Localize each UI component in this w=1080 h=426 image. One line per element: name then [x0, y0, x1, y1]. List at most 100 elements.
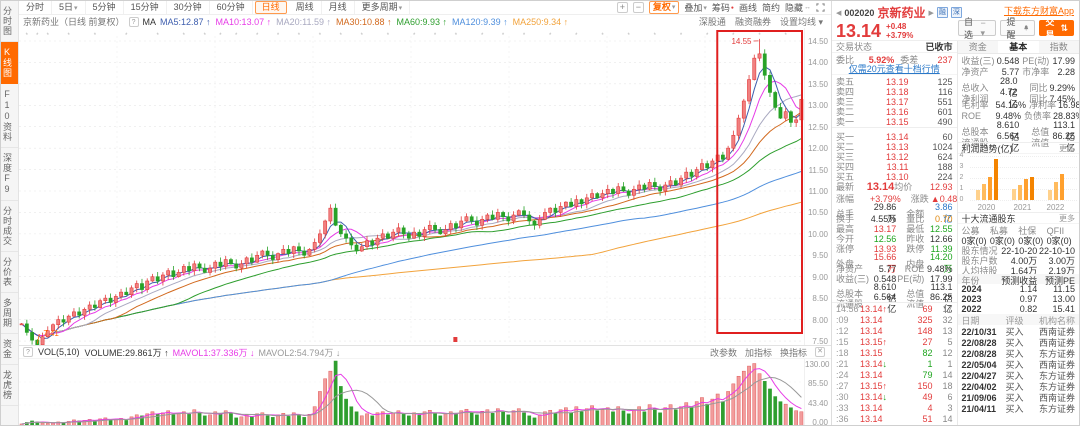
- next-stock-icon[interactable]: ▶: [928, 9, 934, 17]
- data-row: 外盘 15.66万 内盘 14.20万: [836, 252, 953, 274]
- period-tab[interactable]: 15分钟: [124, 1, 167, 14]
- trade-button[interactable]: 交易 ⇅: [1039, 17, 1074, 40]
- profit-bar: [975, 190, 980, 200]
- trade-status-label: 交易状态: [836, 42, 873, 52]
- shenzhen-badge: 深: [950, 7, 962, 18]
- kline-chart[interactable]: * * * * * * * * * * * * * * * * * * * * * * * * * * * * * * * * * * 14.55 7…: [19, 28, 804, 345]
- ma-value: MA120:9.39 ↑: [452, 16, 508, 27]
- tab-指数[interactable]: 指数: [1049, 42, 1068, 52]
- sidebar-item-shendu-f9[interactable]: 深度F9: [1, 148, 18, 201]
- fullscreen-icon[interactable]: [816, 3, 825, 12]
- close-icon[interactable]: ✕: [815, 347, 825, 357]
- hide-panel-button[interactable]: 隐藏 ↔: [784, 3, 811, 13]
- forecast-row: 2023 0.97 13.00: [961, 294, 1076, 304]
- book-row: 买五 13.10 224: [836, 171, 953, 183]
- price-axis-label: 13.00: [807, 101, 828, 111]
- tick-row: :24 13.14 79 14: [836, 369, 953, 380]
- period-tab[interactable]: 60分钟: [210, 1, 253, 14]
- help-icon[interactable]: ?: [23, 347, 33, 357]
- sidebar-item-duozhouqi[interactable]: 多周期: [1, 293, 18, 334]
- stock-code: 002020: [844, 7, 875, 18]
- holders-more-link[interactable]: 更多: [1059, 213, 1075, 223]
- draw-line-button[interactable]: 画线: [738, 3, 757, 13]
- sidebar-item-kxiantu[interactable]: K线图: [1, 42, 18, 84]
- svg-text:*: *: [183, 33, 186, 39]
- sidebar-item-fenshitu[interactable]: 分时图: [1, 1, 18, 42]
- period-tab[interactable]: 更多周期▾: [355, 1, 411, 15]
- sidebar-item-f10ziliao[interactable]: F10资料: [1, 84, 18, 148]
- price-axis-label: 11.50: [808, 165, 828, 175]
- volume-values: VOLUME:29.861万 ↑ MAVOL1:37.336万 ↓ MAVOL2:5…: [85, 346, 345, 359]
- margin-trading-link[interactable]: 融资融券: [734, 17, 771, 27]
- book-row: 买四 13.11 188: [836, 161, 953, 173]
- tab-基本[interactable]: 基本: [998, 41, 1039, 53]
- adjust-price-dropdown[interactable]: 复权 ▾: [648, 1, 680, 14]
- forecast-row: 2024 1.14 11.15: [961, 284, 1076, 294]
- period-tab[interactable]: 日线: [254, 1, 287, 14]
- sidebar-item-longhubang[interactable]: 龙虎榜: [1, 365, 18, 406]
- chart-tools: + − 复权 ▾ 叠加 ▾ 筹码 ● 画线 简约 隐藏 ↔: [616, 1, 831, 14]
- tab-资金[interactable]: 资金: [968, 42, 987, 52]
- period-tab[interactable]: 周线: [289, 1, 322, 14]
- zoom-out-button[interactable]: −: [632, 2, 644, 13]
- download-app-link[interactable]: 下载东方财富App: [1003, 6, 1074, 16]
- svg-text:*: *: [549, 33, 552, 39]
- simple-mode-button[interactable]: 简约: [761, 3, 780, 13]
- tick-row: :15 13.15↑ 27 5: [836, 336, 953, 347]
- profit-bar: [1023, 179, 1028, 200]
- period-tab[interactable]: 月线: [322, 1, 355, 14]
- period-tab[interactable]: 30分钟: [167, 1, 210, 14]
- level2-promo-link[interactable]: 仅需20元查看十档行情: [832, 64, 957, 75]
- switch-indicator-button[interactable]: 换指标: [779, 347, 807, 358]
- ma-settings-dropdown[interactable]: 设置均线 ▾: [779, 17, 823, 27]
- svg-text:*: *: [277, 33, 280, 39]
- overlay-dropdown[interactable]: 叠加 ▾: [684, 3, 707, 13]
- svg-text:*: *: [36, 33, 39, 39]
- profit-trend-title: 利润趋势(亿): [961, 143, 1013, 154]
- svg-text:*: *: [125, 33, 128, 39]
- holder-row: 人均持股 1.64万 2.19万: [961, 266, 1076, 276]
- price-axis-label: 12.00: [807, 144, 828, 154]
- sidebar-item-zijin[interactable]: 资金: [1, 334, 18, 365]
- svg-text:*: *: [204, 33, 207, 39]
- prev-stock-icon[interactable]: ◀: [836, 9, 842, 17]
- szse-connect-link[interactable]: 深股通: [698, 17, 726, 27]
- holder-row: 股东户数 4.00万 3.00万: [961, 256, 1076, 266]
- change-params-button[interactable]: 改参数: [709, 347, 737, 358]
- profit-trend-more-link[interactable]: 更多: [1059, 143, 1075, 153]
- help-icon[interactable]: ?: [128, 16, 139, 27]
- svg-text:*: *: [47, 33, 50, 39]
- chip-distribution-button[interactable]: 筹码 ●: [711, 3, 734, 13]
- volume-axis-label: 130.00: [805, 360, 830, 369]
- sidebar-item-fenjiabiao[interactable]: 分价表: [1, 252, 18, 293]
- sidebar-item-fenshichengjiao[interactable]: 分时成交: [1, 201, 18, 252]
- svg-text:*: *: [732, 33, 735, 39]
- book-row: 买三 13.12 624: [836, 151, 953, 163]
- svg-text:*: *: [219, 33, 222, 39]
- price-axis-label: 7.50: [812, 337, 828, 347]
- price-axis-label: 9.50: [812, 251, 828, 261]
- ratings-rows: 22/10/31 买入 西南证券 22/08/28 买入 西南证券 22/08/28 买入 东方…: [958, 325, 1080, 415]
- period-tab[interactable]: 5分钟: [86, 1, 124, 14]
- rating-row: 22/04/27 买入 东方证券: [961, 370, 1076, 382]
- svg-text:*: *: [481, 33, 484, 39]
- last-price: 13.14: [836, 21, 882, 41]
- alert-button[interactable]: 提醒: [1000, 17, 1036, 40]
- quote-stats: 涨幅 +3.79% 涨跌 ▲0.48 总手 29.86万 金额 3.86亿 换手 4.55% 量比 0…: [832, 192, 957, 315]
- price-axis-label: 12.50: [807, 122, 828, 132]
- zoom-in-button[interactable]: +: [616, 2, 628, 13]
- volume-axis-label: 0.00: [812, 417, 828, 426]
- add-indicator-button[interactable]: 加指标: [744, 347, 772, 358]
- data-row: 总股本 8.610亿 总值 113.1亿: [961, 120, 1076, 142]
- period-tab[interactable]: 分时: [19, 1, 53, 14]
- data-row: 总收入 28.0亿 同比 9.29%: [961, 76, 1076, 98]
- svg-text:*: *: [340, 33, 343, 39]
- period-tab[interactable]: 5日▾: [52, 1, 86, 15]
- data-row: 今开 12.56 昨收 12.66: [836, 233, 953, 245]
- rating-row: 22/08/28 买入 东方证券: [961, 348, 1076, 360]
- add-watchlist-button[interactable]: 自选 − ▾: [958, 17, 997, 40]
- volume-chart[interactable]: [19, 359, 804, 425]
